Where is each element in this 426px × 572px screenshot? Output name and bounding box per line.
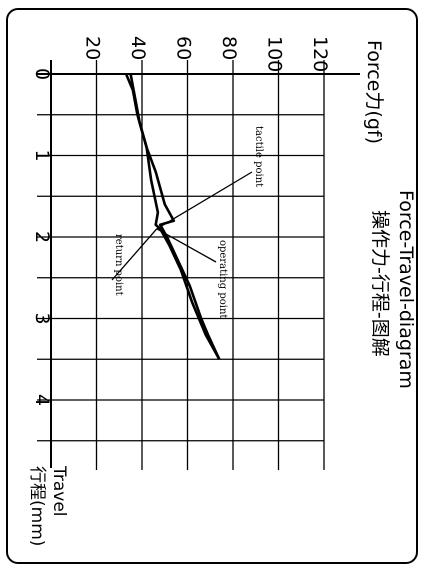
force-tick-label-40: 40 <box>127 36 149 60</box>
grid <box>37 60 325 470</box>
return-leader <box>111 228 158 281</box>
force-tick-label-120: 120 <box>309 36 331 72</box>
series-lines <box>124 73 221 360</box>
force-tick-label-80: 80 <box>218 36 240 60</box>
tactile-leader <box>156 171 253 230</box>
chart-frame <box>6 8 418 564</box>
travel-axis-label: Travel <box>49 465 69 517</box>
force-tick-label-20: 20 <box>82 36 104 60</box>
annotations: tactile point operating point return point <box>111 126 264 318</box>
chart-title: Force-Travel-diagram <box>395 190 417 389</box>
force-axis-label: Force力(gf) <box>363 40 385 144</box>
travel-tick-label-1: 1 <box>31 150 53 162</box>
return-point-label: return point <box>113 234 124 296</box>
series-line-2 <box>129 73 221 360</box>
travel-axis-label-cn: 行程(mm) <box>27 466 47 546</box>
travel-tick-label-4: 4 <box>31 394 53 406</box>
labels: 20 40 60 80 100 120 0 1 2 3 4 Force力(gf) Travel行程(mm… <box>27 36 417 546</box>
travel-tick-label-0: 0 <box>31 68 53 80</box>
tactile-point-label: tactile point <box>253 126 264 187</box>
force-tick-label-100: 100 <box>264 36 286 72</box>
operating-leader <box>156 228 217 263</box>
axes <box>37 60 360 468</box>
chart-subtitle: 操作力-行程-图解 <box>369 210 391 357</box>
travel-tick-label-3: 3 <box>31 313 53 325</box>
travel-tick-label-2: 2 <box>31 231 53 243</box>
force-tick-label-60: 60 <box>173 36 195 60</box>
operating-point-label: operating point <box>217 240 228 318</box>
